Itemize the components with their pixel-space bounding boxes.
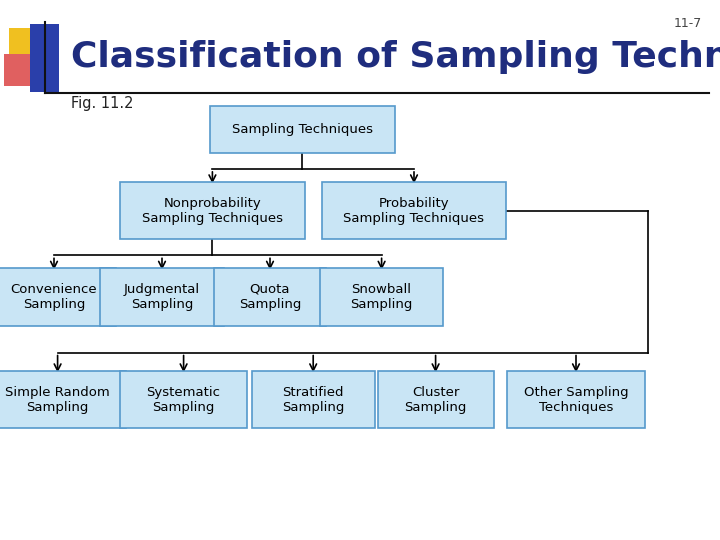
Text: Other Sampling
Techniques: Other Sampling Techniques <box>523 386 629 414</box>
FancyBboxPatch shape <box>377 371 494 428</box>
Text: Sampling Techniques: Sampling Techniques <box>232 123 373 136</box>
FancyBboxPatch shape <box>120 182 305 239</box>
FancyBboxPatch shape <box>9 28 50 66</box>
FancyBboxPatch shape <box>0 371 127 428</box>
Text: Nonprobability
Sampling Techniques: Nonprobability Sampling Techniques <box>142 197 283 225</box>
Text: Probability
Sampling Techniques: Probability Sampling Techniques <box>343 197 485 225</box>
Text: Cluster
Sampling: Cluster Sampling <box>405 386 467 414</box>
Text: Simple Random
Sampling: Simple Random Sampling <box>5 386 110 414</box>
FancyBboxPatch shape <box>4 54 44 86</box>
FancyBboxPatch shape <box>210 106 395 153</box>
FancyBboxPatch shape <box>120 371 247 428</box>
FancyBboxPatch shape <box>320 268 443 326</box>
FancyBboxPatch shape <box>507 371 645 428</box>
Text: Judgmental
Sampling: Judgmental Sampling <box>124 283 200 311</box>
Text: Quota
Sampling: Quota Sampling <box>239 283 301 311</box>
Text: Fig. 11.2: Fig. 11.2 <box>71 96 133 111</box>
Text: Stratified
Sampling: Stratified Sampling <box>282 386 344 414</box>
FancyBboxPatch shape <box>214 268 326 326</box>
Text: 11-7: 11-7 <box>674 17 702 30</box>
FancyBboxPatch shape <box>252 371 374 428</box>
FancyBboxPatch shape <box>0 268 115 326</box>
Text: Classification of Sampling Techniques: Classification of Sampling Techniques <box>71 40 720 73</box>
FancyBboxPatch shape <box>101 268 223 326</box>
Text: Snowball
Sampling: Snowball Sampling <box>351 283 413 311</box>
Text: Systematic
Sampling: Systematic Sampling <box>147 386 220 414</box>
Text: Convenience
Sampling: Convenience Sampling <box>11 283 97 311</box>
FancyBboxPatch shape <box>30 24 59 92</box>
FancyBboxPatch shape <box>322 182 506 239</box>
